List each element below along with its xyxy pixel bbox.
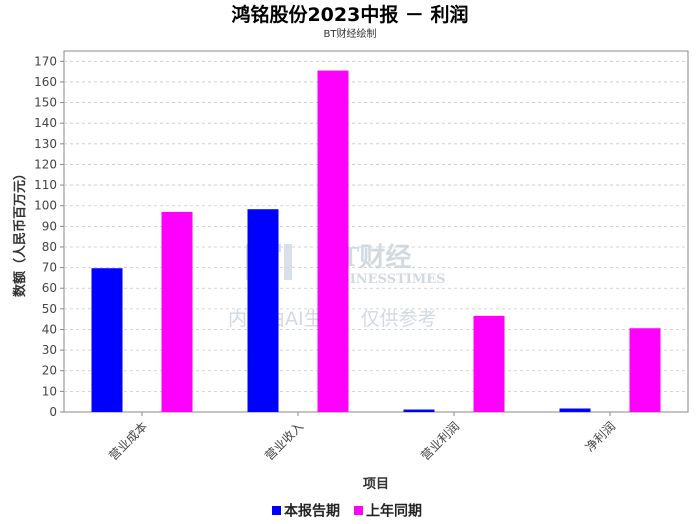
y-tick-label: 10 (42, 384, 57, 398)
y-tick-label: 70 (42, 261, 57, 275)
bar-prior-4 (629, 328, 661, 412)
y-tick-label: 100 (34, 199, 57, 213)
legend-label: 本报告期 (284, 503, 340, 520)
y-axis-title: 数额（人民币百万元） (12, 167, 28, 297)
x-axis-title: 项目 (363, 477, 389, 492)
watermark-brand-en: BUSINESSTIMES (318, 272, 446, 287)
bar-prior-1 (161, 211, 193, 412)
x-tick-label: 营业收入 (262, 419, 306, 463)
y-axis-ticks: 0 10 20 30 40 50 60 70 80 90 100 110 120 130 140 150 160… (34, 54, 64, 419)
legend-swatch (272, 506, 281, 515)
bar-current-4 (559, 408, 591, 412)
bar-prior-2 (317, 70, 349, 413)
legend-label: 上年同期 (366, 503, 422, 520)
y-tick-label: 110 (34, 178, 57, 192)
plot-area (63, 50, 689, 413)
bars (91, 70, 661, 413)
y-tick-label: 160 (34, 75, 57, 89)
y-tick-label: 170 (34, 54, 57, 68)
legend-swatch (354, 506, 363, 515)
y-tick-label: 150 (34, 96, 57, 110)
x-axis-ticks: 营业成本 营业收入 营业利润 净利润 (106, 412, 618, 463)
y-tick-label: 140 (34, 116, 57, 130)
y-tick-label: 50 (42, 302, 57, 316)
x-tick-label: 营业成本 (106, 419, 150, 463)
y-tick-label: 30 (42, 343, 57, 357)
x-tick-label: 营业利润 (418, 419, 462, 463)
y-tick-label: 130 (34, 137, 57, 151)
chart-subtitle: BT财经绘制 (324, 27, 377, 40)
legend: 本报告期 上年同期 (272, 503, 422, 520)
y-tick-label: 80 (42, 240, 57, 254)
y-tick-label: 90 (42, 219, 57, 233)
y-tick-label: 20 (42, 364, 57, 378)
y-tick-label: 60 (42, 281, 57, 295)
y-tick-label: 0 (49, 405, 57, 419)
y-tick-label: 40 (42, 322, 57, 336)
bar-current-3 (403, 409, 435, 412)
bar-current-1 (91, 268, 123, 412)
bar-prior-3 (473, 315, 505, 412)
bar-current-2 (247, 209, 279, 412)
chart-title: 鸿铭股份2023中报 － 利润 (231, 3, 468, 26)
x-tick-label: 净利润 (583, 419, 618, 454)
y-tick-label: 120 (34, 157, 57, 171)
